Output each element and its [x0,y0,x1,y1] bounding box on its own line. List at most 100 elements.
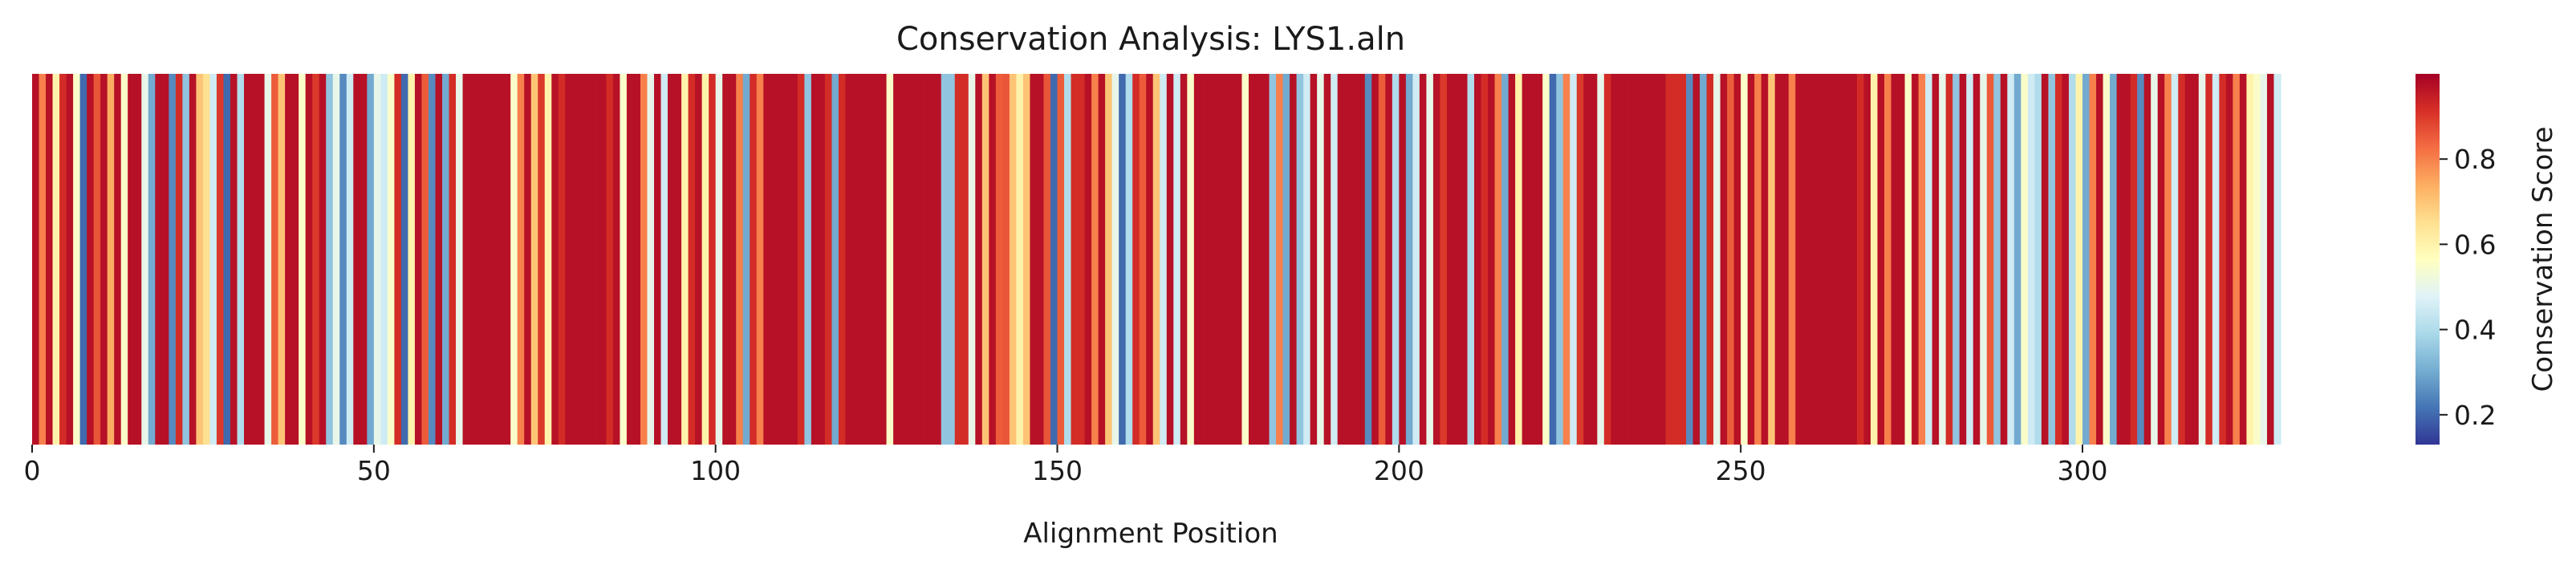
heatmap-cell [2075,74,2083,445]
heatmap-cell [1590,74,1598,445]
heatmap-cell [1146,74,1154,445]
heatmap-cell [1795,74,1803,445]
heatmap-cell [681,74,689,445]
heatmap-cell [811,74,819,445]
heatmap-cell [668,74,676,445]
heatmap-cell [1952,74,1960,445]
heatmap-cell [1918,74,1926,445]
heatmap-cell [1440,74,1448,445]
heatmap-cell [161,74,169,445]
heatmap-cell [1399,74,1407,445]
heatmap-cell [216,74,225,445]
heatmap-cell [852,74,860,445]
heatmap-cell [599,74,607,445]
heatmap-cell [1617,74,1625,445]
colorbar [2416,74,2440,445]
heatmap-cell [1768,74,1776,445]
heatmap-cell [2184,74,2192,445]
heatmap-cell [196,74,204,445]
heatmap-cell [1986,74,1994,445]
heatmap-cell [387,74,395,445]
heatmap-cell [1932,74,1940,445]
heatmap-cell [1686,74,1694,445]
heatmap-cell [1644,74,1653,445]
heatmap-cell [319,74,327,445]
heatmap-cell [1474,74,1482,445]
heatmap-cell [1863,74,1871,445]
heatmap-cell [428,74,437,445]
heatmap-cell [1453,74,1461,445]
heatmap-cell [148,74,156,445]
heatmap-cell [1358,74,1366,445]
heatmap-cell [1009,74,1018,445]
heatmap-cell [981,74,989,445]
heatmap-cell [223,74,231,445]
heatmap-cell [804,74,812,445]
heatmap-cell [456,74,464,445]
heatmap-cell [1501,74,1509,445]
heatmap-cell [770,74,778,445]
heatmap-cell [530,74,538,445]
heatmap-cell [202,74,211,445]
heatmap-cell [1877,74,1885,445]
heatmap-cell [414,74,423,445]
heatmap-cell [408,74,416,445]
heatmap-cell [2110,74,2118,445]
heatmap-cell [1945,74,1953,445]
heatmap-cell [400,74,409,445]
heatmap-cell [859,74,867,445]
heatmap-cell [831,74,839,445]
heatmap-cell [1084,74,1092,445]
heatmap-cell [1241,74,1249,445]
heatmap-cell [373,74,381,445]
heatmap-cell [2198,74,2206,445]
heatmap-cell [1276,74,1284,445]
heatmap-cell [305,74,313,445]
heatmap-cell [927,74,935,445]
heatmap-cell [1898,74,1906,445]
heatmap-cell [1856,74,1865,445]
heatmap-cell [2260,74,2268,445]
heatmap-cell [954,74,962,445]
heatmap-cell [1993,74,2001,445]
heatmap-cell [1064,74,1072,445]
heatmap-cell [1310,74,1318,445]
colorbar-tick-label: 0.6 [2454,229,2496,260]
heatmap-cell [626,74,635,445]
heatmap-cell [2239,74,2248,445]
heatmap-cell [1043,74,1051,445]
heatmap-cell [524,74,532,445]
heatmap-cell [264,74,272,445]
heatmap-cell [1884,74,1892,445]
heatmap-cell [640,74,648,445]
heatmap-cell [1460,74,1469,445]
heatmap-cell [1535,74,1543,445]
x-axis-label: Alignment Position [1023,518,1278,550]
heatmap-cell [2253,74,2261,445]
heatmap-cell [1508,74,1516,445]
heatmap-cell [1234,74,1243,445]
heatmap-cell [1788,74,1796,445]
colorbar-ticks: 0.2 0.4 0.6 0.8 [2440,144,2496,431]
heatmap-cell [1700,74,1708,445]
heatmap-cell [1323,74,1331,445]
heatmap-cell [73,74,81,445]
heatmap-cell [114,74,122,445]
heatmap-cell [620,74,628,445]
heatmap-cell [1542,74,1550,445]
heatmap-cell [1570,74,1578,445]
heatmap-cell [120,74,128,445]
heatmap-cell [633,74,641,445]
heatmap-cell [59,74,67,445]
heatmap-cell [2123,74,2131,445]
heatmap-cell [1850,74,1858,445]
heatmap-cell [2089,74,2097,445]
heatmap-cell [66,74,74,445]
heatmap-cell [551,74,559,445]
heatmap-cell [872,74,880,445]
heatmap-cell [1364,74,1372,445]
heatmap-cell [2116,74,2124,445]
colorbar-tick-label: 0.4 [2454,315,2496,346]
heatmap-cell [469,74,477,445]
heatmap-cell [920,74,928,445]
